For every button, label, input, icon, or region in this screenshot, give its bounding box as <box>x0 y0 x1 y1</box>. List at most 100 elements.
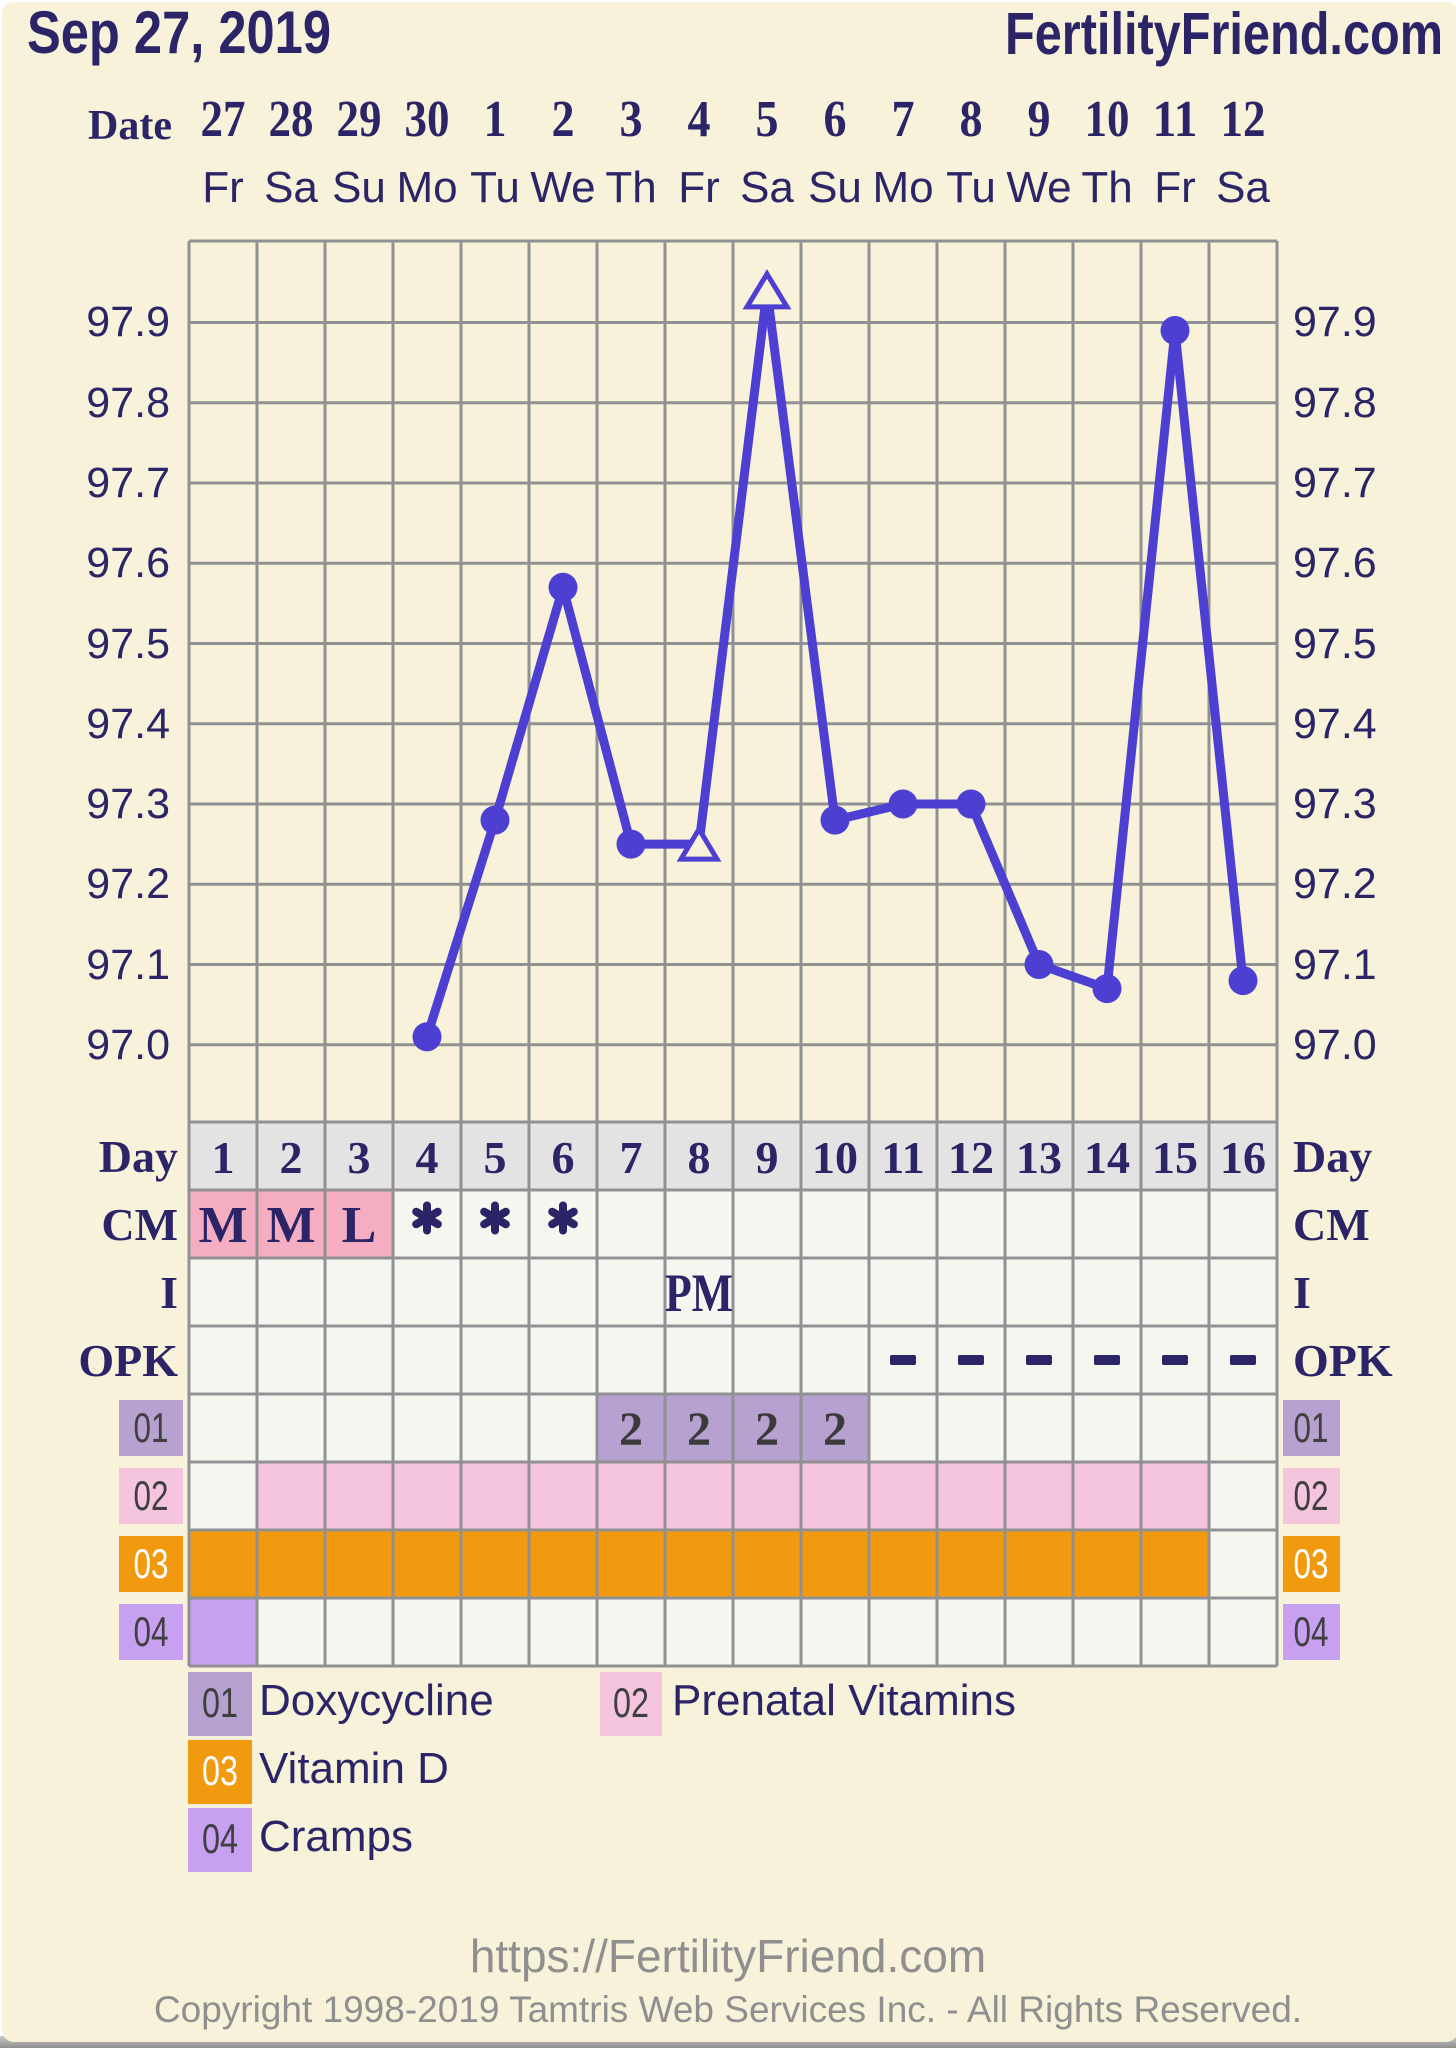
svg-text:Sa: Sa <box>264 163 318 212</box>
svg-text:6: 6 <box>552 1132 575 1183</box>
svg-text:1: 1 <box>212 1132 235 1183</box>
svg-text:3: 3 <box>620 91 643 148</box>
svg-text:97.1: 97.1 <box>1293 941 1377 989</box>
svg-text:11: 11 <box>881 1132 924 1183</box>
svg-text:97.0: 97.0 <box>86 1021 170 1069</box>
svg-text:04: 04 <box>202 1815 238 1862</box>
svg-text:Su: Su <box>332 163 386 212</box>
svg-text:30: 30 <box>405 91 450 148</box>
svg-text:Prenatal Vitamins: Prenatal Vitamins <box>672 1676 1016 1725</box>
svg-text:13: 13 <box>1016 1132 1062 1183</box>
svg-text:6: 6 <box>824 91 847 148</box>
svg-text:Copyright 1998-2019 Tamtris We: Copyright 1998-2019 Tamtris Web Services… <box>154 1989 1302 2030</box>
svg-text:Th: Th <box>605 163 656 212</box>
svg-text:8: 8 <box>960 91 983 148</box>
svg-text:OPK: OPK <box>1293 1335 1393 1386</box>
svg-text:2: 2 <box>687 1403 711 1456</box>
svg-text:97.9: 97.9 <box>86 298 170 346</box>
svg-text:97.2: 97.2 <box>86 860 170 908</box>
svg-text:11: 11 <box>1153 91 1198 148</box>
svg-text:02: 02 <box>613 1679 649 1726</box>
svg-text:10: 10 <box>1085 91 1130 148</box>
svg-text:Vitamin D: Vitamin D <box>259 1744 449 1793</box>
svg-text:97.5: 97.5 <box>86 620 170 668</box>
svg-text:97.8: 97.8 <box>86 379 170 427</box>
svg-text:Fr: Fr <box>678 163 720 212</box>
svg-text:2: 2 <box>552 91 575 148</box>
svg-text:I: I <box>160 1267 178 1318</box>
svg-text:97.3: 97.3 <box>86 780 170 828</box>
svg-text:97.6: 97.6 <box>86 539 170 587</box>
svg-text:5: 5 <box>756 91 779 148</box>
svg-text:Day: Day <box>99 1131 178 1182</box>
svg-text:97.4: 97.4 <box>1293 700 1377 748</box>
svg-text:97.5: 97.5 <box>1293 620 1377 668</box>
svg-text:04: 04 <box>134 1608 169 1655</box>
svg-text:97.7: 97.7 <box>1293 459 1377 507</box>
svg-text:2: 2 <box>280 1132 303 1183</box>
svg-text:10: 10 <box>812 1132 858 1183</box>
svg-text:Th: Th <box>1081 163 1132 212</box>
svg-text:Day: Day <box>1293 1131 1372 1182</box>
svg-text:Su: Su <box>808 163 862 212</box>
svg-text:Mo: Mo <box>396 163 457 212</box>
svg-text:01: 01 <box>202 1679 238 1726</box>
svg-text:Sa: Sa <box>740 163 794 212</box>
svg-text:CM: CM <box>101 1199 178 1250</box>
svg-text:2: 2 <box>823 1403 847 1456</box>
svg-text:4: 4 <box>688 91 711 148</box>
svg-text:2: 2 <box>619 1403 643 1456</box>
svg-text:04: 04 <box>1294 1608 1329 1655</box>
svg-text:4: 4 <box>416 1132 439 1183</box>
svg-text:14: 14 <box>1084 1132 1130 1183</box>
svg-text:97.0: 97.0 <box>1293 1021 1377 1069</box>
svg-text:I: I <box>1293 1267 1311 1318</box>
svg-text:28: 28 <box>269 91 314 148</box>
svg-text:Fr: Fr <box>202 163 244 212</box>
svg-text:5: 5 <box>484 1132 507 1183</box>
svg-text:27: 27 <box>201 91 246 148</box>
svg-text:97.4: 97.4 <box>86 700 170 748</box>
svg-text:9: 9 <box>756 1132 779 1183</box>
svg-text:97.2: 97.2 <box>1293 860 1377 908</box>
svg-text:16: 16 <box>1220 1132 1266 1183</box>
svg-text:97.6: 97.6 <box>1293 539 1377 587</box>
svg-text:12: 12 <box>948 1132 994 1183</box>
svg-text:Cramps: Cramps <box>259 1812 413 1861</box>
svg-text:We: We <box>1006 163 1071 212</box>
svg-text:M: M <box>266 1197 315 1254</box>
svg-text:97.8: 97.8 <box>1293 379 1377 427</box>
svg-text:3: 3 <box>348 1132 371 1183</box>
svg-text:CM: CM <box>1293 1199 1370 1250</box>
svg-text:Tu: Tu <box>470 163 520 212</box>
svg-text:7: 7 <box>620 1132 643 1183</box>
svg-text:Fr: Fr <box>1154 163 1196 212</box>
svg-text:29: 29 <box>337 91 382 148</box>
svg-text:02: 02 <box>134 1472 169 1519</box>
svg-text:97.7: 97.7 <box>86 459 170 507</box>
svg-text:12: 12 <box>1221 91 1266 148</box>
svg-text:Sa: Sa <box>1216 163 1270 212</box>
svg-text:Mo: Mo <box>872 163 933 212</box>
svg-text:1: 1 <box>484 91 507 148</box>
svg-text:FertilityFriend.com: FertilityFriend.com <box>1005 1 1443 67</box>
svg-text:M: M <box>198 1197 247 1254</box>
svg-text:PM: PM <box>665 1263 733 1323</box>
svg-text:02: 02 <box>1294 1472 1329 1519</box>
svg-text:97.1: 97.1 <box>86 941 170 989</box>
svg-text:03: 03 <box>202 1747 238 1794</box>
svg-text:OPK: OPK <box>78 1335 178 1386</box>
svg-text:L: L <box>342 1197 377 1254</box>
svg-text:97.9: 97.9 <box>1293 298 1377 346</box>
svg-text:01: 01 <box>1294 1404 1329 1451</box>
svg-text:2: 2 <box>755 1403 779 1456</box>
svg-text:8: 8 <box>688 1132 711 1183</box>
svg-text:We: We <box>530 163 595 212</box>
svg-text:Tu: Tu <box>946 163 996 212</box>
svg-text:01: 01 <box>134 1404 169 1451</box>
svg-text:03: 03 <box>1294 1540 1329 1587</box>
svg-text:7: 7 <box>892 91 915 148</box>
svg-text:Date: Date <box>88 103 172 149</box>
svg-text:https://FertilityFriend.com: https://FertilityFriend.com <box>470 1930 986 1982</box>
svg-text:Doxycycline: Doxycycline <box>259 1676 494 1725</box>
